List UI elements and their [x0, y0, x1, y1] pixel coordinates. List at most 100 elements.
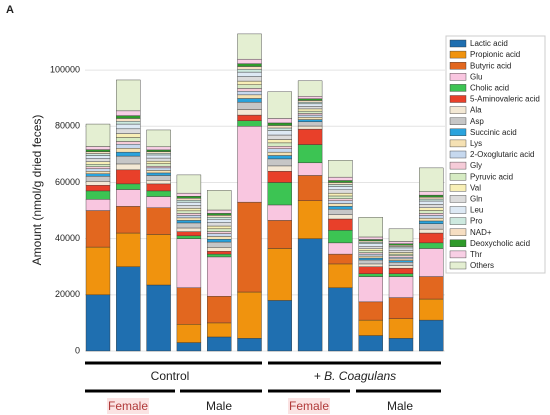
bar-segment [358, 240, 383, 243]
legend-swatch [449, 250, 467, 259]
bar-segment [146, 170, 171, 174]
bar-segment [419, 220, 444, 224]
bar-segment [176, 238, 202, 289]
bar-segment [85, 168, 111, 172]
bar-segment [297, 125, 323, 130]
bar-segment [206, 217, 232, 220]
bar-segment [297, 96, 323, 99]
bar-segment [146, 234, 171, 286]
y-tick-label: 0 [75, 345, 80, 355]
legend-swatch [449, 228, 467, 236]
bar-segment [237, 80, 262, 85]
bar-segment [358, 259, 383, 265]
bar-segment [116, 141, 141, 145]
bar-segment [419, 194, 444, 198]
bar-segment [85, 171, 111, 174]
bar-segment [206, 190, 232, 211]
bar-segment [328, 195, 353, 199]
y-tick-label: 20000 [55, 289, 80, 299]
legend-swatch [449, 217, 467, 225]
bar-segment [297, 238, 323, 352]
legend-label: Cholic acid [470, 84, 509, 93]
legend-label: Gln [470, 195, 482, 204]
bar-segment [419, 207, 444, 211]
bar-segment [146, 167, 171, 171]
bar-segment [328, 203, 353, 207]
bar-segment [176, 235, 202, 239]
bar-segment [237, 69, 262, 73]
y-tick-label: 80000 [55, 121, 80, 131]
bar-segment [206, 228, 232, 232]
legend-swatch [449, 195, 467, 203]
y-tick-label: 60000 [55, 177, 80, 187]
bar-segment [267, 148, 292, 153]
bar-segment [85, 151, 111, 154]
panel-label: A [6, 4, 14, 16]
bar-segment [358, 250, 383, 253]
bar-segment [85, 155, 111, 159]
bar-segment [146, 175, 171, 181]
bar-segment [206, 322, 232, 338]
legend-label: Deoxycholic acid [470, 239, 530, 248]
bar-segment [267, 142, 292, 147]
label-highlight [107, 398, 149, 414]
bar-segment [116, 189, 141, 207]
bar-segment [206, 219, 232, 223]
bar-segment [267, 130, 292, 136]
legend-swatch [449, 161, 467, 170]
bar-segment [146, 180, 171, 185]
bar-segment [237, 120, 262, 127]
bar-segment [116, 155, 141, 165]
bar-segment [237, 66, 262, 70]
bar-segment [267, 155, 292, 160]
bar-segment [328, 176, 353, 181]
bar-segment [297, 175, 323, 201]
bar-segment [206, 336, 232, 352]
bar-segment [358, 243, 383, 247]
bar-segment [176, 199, 202, 203]
bar-segment [419, 191, 444, 196]
bar-segment [358, 252, 383, 255]
bar-segment [388, 241, 414, 244]
bar-segment [328, 186, 353, 190]
bar-segment [358, 273, 383, 277]
bar-segment [206, 256, 232, 297]
bar-segment [146, 172, 171, 176]
bar-segment [237, 71, 262, 77]
bar-segment [358, 236, 383, 240]
bar-segment [176, 210, 202, 214]
bar-segment [267, 248, 292, 301]
bar-segment [206, 215, 232, 218]
legend-label: Gly [470, 161, 482, 170]
bar-segment [267, 151, 292, 156]
bar-segment [237, 76, 262, 82]
bar-segment [85, 210, 111, 248]
bar-segment [328, 287, 353, 352]
legend-label: Ala [470, 106, 482, 115]
bar-segment [267, 182, 292, 206]
bar-segment [419, 215, 444, 219]
legend-label: Pyruvic acid [470, 172, 513, 181]
legend-swatch [449, 261, 467, 270]
bar-segment [267, 125, 292, 129]
legend-label: Val [470, 183, 481, 192]
subgroup-label: Male [387, 399, 413, 413]
bar-segment [85, 181, 111, 186]
bar-segment [297, 200, 323, 239]
bar-segment [267, 220, 292, 249]
group-brackets [85, 361, 441, 393]
bar-segment [116, 110, 141, 116]
bar-segment [116, 232, 141, 267]
legend-swatch [449, 95, 467, 103]
bar-segment [267, 127, 292, 131]
bar-segment [176, 227, 202, 232]
legend-swatch [449, 106, 467, 114]
bar-segment [297, 106, 323, 110]
legend-label: Leu [470, 206, 483, 215]
legend-swatch [449, 128, 467, 137]
bar-segment [358, 301, 383, 321]
bar-segment [297, 101, 323, 105]
bar-segment [388, 243, 414, 246]
bar-segment [176, 174, 202, 194]
